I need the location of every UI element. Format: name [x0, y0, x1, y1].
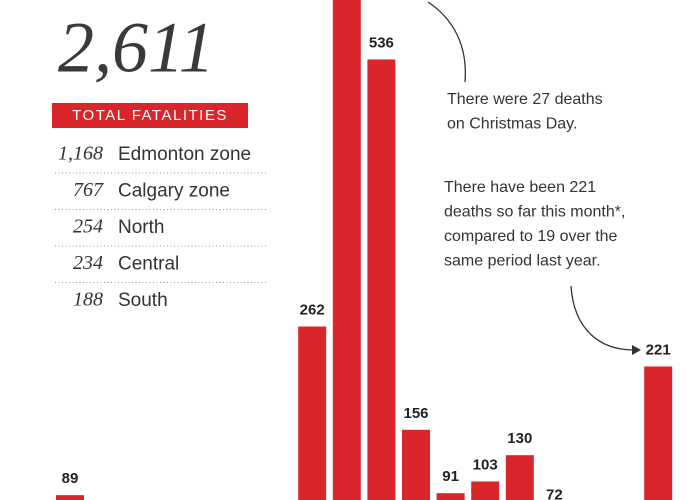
zone-count: 1,168: [58, 143, 103, 165]
data-label: 262: [300, 301, 325, 318]
total-count: 2,611: [58, 8, 215, 88]
bar: [436, 493, 465, 500]
bar: [505, 455, 534, 500]
zone-name: North: [118, 217, 164, 238]
zone-count: 188: [73, 289, 103, 311]
annotation: same period last year.: [444, 253, 601, 270]
bar: [402, 429, 430, 500]
zone-list: 1,168 Edmonton zone 767 Calgary zone 254 Nort…: [55, 143, 268, 311]
bar: [644, 366, 673, 500]
data-label: 536: [369, 34, 394, 51]
bar: [367, 59, 396, 500]
zone-name: Calgary zone: [118, 181, 230, 202]
annotation: deaths so far this month*,: [444, 204, 625, 221]
data-label: 130: [507, 430, 532, 447]
data-label: 221: [646, 341, 671, 358]
data-label: 156: [403, 405, 428, 422]
zone-name: Edmonton zone: [118, 144, 251, 165]
annotation: on Christmas Day.: [447, 116, 577, 133]
arrow: [427, 1, 466, 83]
bar: [56, 495, 84, 500]
bars: 892626505361569110313072221: [56, 0, 673, 500]
zone-name: Central: [118, 254, 179, 275]
annotation: There were 27 deaths: [447, 91, 603, 108]
arrow: [570, 285, 635, 351]
annotation: There have been 221: [444, 179, 596, 196]
bar: [471, 481, 500, 500]
annotation: compared to 19 over the: [444, 228, 618, 245]
zone-name: South: [118, 290, 168, 311]
total-label: TOTAL FATALITIES: [72, 107, 228, 124]
zone-count: 254: [73, 216, 103, 238]
data-label: 103: [473, 456, 498, 473]
data-label: 89: [62, 470, 79, 487]
data-label: 91: [442, 468, 459, 485]
total-banner: [52, 103, 248, 128]
zone-count: 767: [73, 179, 104, 201]
bar: [332, 0, 361, 500]
bar: [298, 326, 327, 500]
data-label: 72: [546, 487, 563, 500]
annotations: There were 27 deaths on Christmas Day. The…: [444, 91, 625, 270]
zone-count: 234: [73, 252, 103, 274]
arrow-head: [632, 345, 641, 355]
